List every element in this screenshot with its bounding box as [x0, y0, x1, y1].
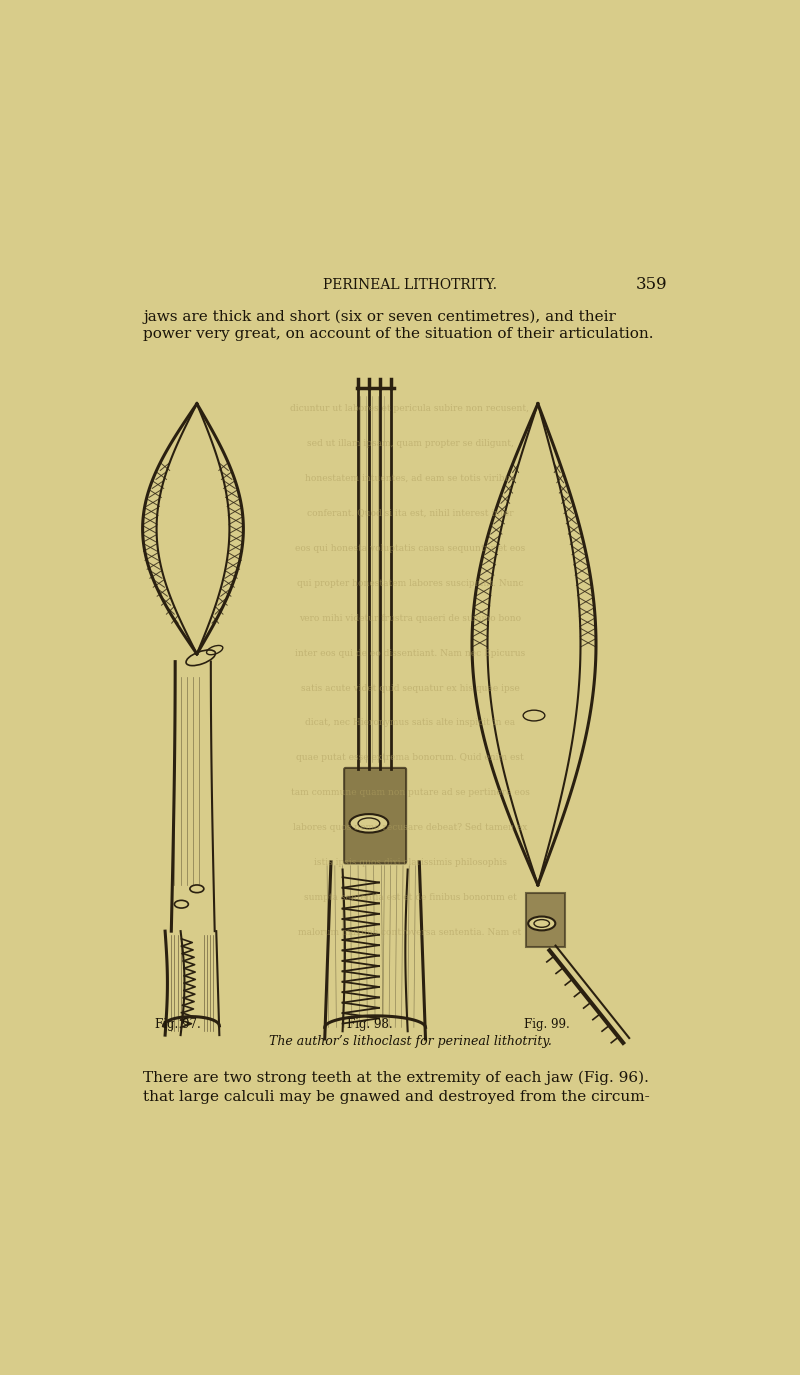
Text: honestatem intuentes, ad eam se totis viribus: honestatem intuentes, ad eam se totis vi… [305, 474, 515, 483]
Text: The author’s lithoclast for perineal lithotrity.: The author’s lithoclast for perineal lit… [269, 1035, 551, 1048]
Text: qui propter honestatem labores suscipiunt. Nunc: qui propter honestatem labores suscipiun… [297, 579, 523, 587]
FancyBboxPatch shape [344, 767, 406, 864]
Text: power very great, on account of the situation of their articulation.: power very great, on account of the situ… [143, 327, 654, 341]
Text: eos qui honesta voluptatis causa sequuntur et eos: eos qui honesta voluptatis causa sequunt… [295, 543, 525, 553]
Text: Fig. 99.: Fig. 99. [523, 1019, 570, 1031]
Bar [526, 892, 565, 946]
Text: satis acute videt quid sequatur ex his quae ipse: satis acute videt quid sequatur ex his q… [301, 683, 519, 693]
Text: Fig. 97.: Fig. 97. [154, 1019, 200, 1031]
Text: sumpta sententia est et de finibus bonorum et: sumpta sententia est et de finibus bonor… [304, 894, 516, 902]
Text: vero mihi videtur frustra quaeri de summo bono: vero mihi videtur frustra quaeri de summ… [299, 613, 521, 623]
Text: There are two strong teeth at the extremity of each jaw (Fig. 96).: There are two strong teeth at the extrem… [143, 1071, 650, 1085]
Text: sed ut illam ipsam, quam propter se diligunt,: sed ut illam ipsam, quam propter se dili… [306, 439, 514, 448]
Text: jaws are thick and short (six or seven centimetres), and their: jaws are thick and short (six or seven c… [143, 309, 616, 323]
Ellipse shape [528, 917, 555, 931]
Text: inter eos qui de eo dissentiant. Nam nec Epicurus: inter eos qui de eo dissentiant. Nam nec… [295, 649, 525, 657]
Text: tam commune quam non putare ad se pertinere eos: tam commune quam non putare ad se pertin… [290, 788, 530, 797]
Text: istis ipsis quos dixi clarissimis philosophis: istis ipsis quos dixi clarissimis philos… [314, 858, 506, 868]
Text: quae putat esse extrema bonorum. Quid enim est: quae putat esse extrema bonorum. Quid en… [296, 754, 524, 762]
Text: malorum maxime controversa sententia. Nam et: malorum maxime controversa sententia. Na… [298, 928, 522, 938]
Text: dicuntur ut labores et pericula subire non recusent,: dicuntur ut labores et pericula subire n… [290, 404, 530, 412]
Text: Fig. 98.: Fig. 98. [347, 1019, 393, 1031]
Ellipse shape [350, 814, 388, 833]
Text: PERINEAL LITHOTRITY.: PERINEAL LITHOTRITY. [323, 278, 497, 292]
Text: that large calculi may be gnawed and destroyed from the circum-: that large calculi may be gnawed and des… [143, 1090, 650, 1104]
Text: dicat, nec Hieronymus satis alte inspicit in ea: dicat, nec Hieronymus satis alte inspici… [305, 719, 515, 727]
Text: labores quos nemo recusare debeat? Sed tamen ex: labores quos nemo recusare debeat? Sed t… [293, 824, 527, 832]
Text: conferant. Quod si ita est, nihil interest inter: conferant. Quod si ita est, nihil intere… [306, 509, 514, 518]
Text: 359: 359 [636, 276, 668, 293]
